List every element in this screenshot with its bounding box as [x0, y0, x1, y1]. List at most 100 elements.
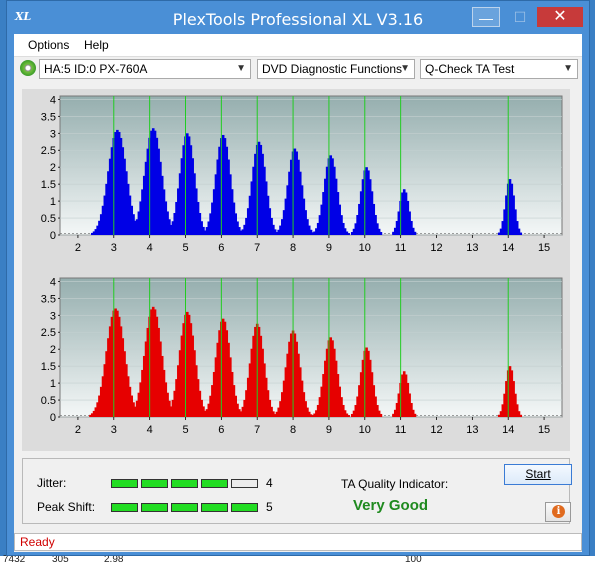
bar [236, 415, 239, 417]
bar [98, 395, 101, 417]
bar [218, 146, 221, 235]
bar [367, 170, 370, 235]
bar [207, 403, 211, 417]
lands-chart: 4 3.5 3 2.5 2 1.5 1 0.5 0 2 3 4 5 6 7 8 9 10 11 12 13 14 15 [22, 271, 570, 451]
bar [211, 385, 214, 417]
x-tick-label: 4 [147, 242, 153, 254]
disc-drive-icon [20, 60, 36, 76]
x-tick-label: 15 [538, 242, 550, 254]
menu-help[interactable]: Help [84, 38, 109, 52]
bar [94, 407, 98, 417]
x-tick-label: 5 [182, 242, 188, 254]
bar [293, 148, 297, 235]
x-tick-label: 12 [430, 424, 442, 436]
bar [345, 413, 349, 417]
close-button[interactable]: ✕ [537, 7, 583, 27]
bar [336, 374, 340, 417]
bar [334, 360, 338, 417]
info-icon: i [552, 505, 565, 518]
bar [282, 380, 286, 417]
bar [130, 395, 134, 417]
bar [155, 316, 159, 417]
function-select-value: DVD Diagnostic Functions [262, 62, 403, 76]
bar [497, 414, 501, 417]
bar [96, 402, 99, 417]
bar [311, 233, 315, 235]
start-button[interactable]: Start [504, 464, 572, 485]
bar [508, 179, 512, 235]
info-button[interactable]: i [545, 502, 571, 522]
pits-chart-svg: 4 3.5 3 2.5 2 1.5 1 0.5 0 2 3 4 5 6 7 8 9 10 11 12 13 14 15 [41, 94, 563, 254]
bar [359, 372, 363, 417]
x-tick-label: 2 [75, 242, 81, 254]
meter-segment [201, 503, 228, 512]
bar [180, 158, 184, 235]
bar [114, 308, 117, 417]
bar [300, 380, 304, 417]
bar [331, 340, 334, 417]
ta-quality-value: Very Good [353, 497, 429, 514]
bar [194, 188, 198, 235]
bar [503, 393, 506, 417]
bar [128, 414, 132, 417]
bar [203, 230, 207, 235]
bar [315, 228, 318, 235]
test-select-value: Q-Check TA Test [425, 62, 515, 76]
drive-select[interactable]: HA:5 ID:0 PX-760A ▼ [39, 59, 251, 79]
title-bar[interactable]: XL PlexTools Professional XL V3.16 — ☐ ✕ [7, 1, 589, 35]
function-select[interactable]: DVD Diagnostic Functions ▼ [257, 59, 415, 79]
bar [365, 347, 368, 417]
bar [297, 353, 300, 417]
bar [196, 201, 200, 235]
bar [128, 233, 132, 235]
bar [397, 393, 401, 417]
bar [205, 409, 209, 417]
bar [333, 166, 336, 235]
bar [277, 407, 281, 417]
bar [128, 386, 132, 417]
bar [341, 404, 345, 417]
bar [236, 403, 239, 417]
bar [157, 148, 160, 235]
bar [370, 372, 374, 417]
bar [284, 367, 288, 417]
bar [297, 159, 300, 235]
jitter-value: 4 [266, 476, 273, 490]
bar [200, 221, 203, 235]
bar [232, 385, 236, 417]
bar [356, 214, 359, 235]
bar [230, 189, 234, 235]
y-tick-label: 4 [50, 276, 56, 288]
bar [343, 410, 347, 417]
test-select[interactable]: Q-Check TA Test ▼ [420, 59, 578, 79]
bar [257, 141, 261, 235]
bar [132, 410, 135, 417]
bar [132, 214, 135, 235]
bar [503, 209, 506, 235]
bar [234, 213, 237, 235]
bar [216, 159, 220, 235]
y-tick-label: 0 [50, 230, 56, 242]
bar [395, 402, 399, 417]
bar [177, 365, 180, 417]
bar [313, 231, 316, 235]
bar [144, 341, 148, 417]
meter-segment [171, 479, 198, 488]
bar [99, 214, 103, 235]
bar [169, 406, 173, 417]
menu-options[interactable]: Options [28, 38, 70, 52]
bar [105, 183, 108, 235]
bar [216, 342, 220, 417]
bar [89, 414, 92, 417]
bar [406, 200, 410, 235]
maximize-button[interactable]: ☐ [513, 9, 527, 25]
bar [320, 386, 324, 417]
y-tick-label: 2 [50, 344, 56, 356]
bar [311, 415, 315, 417]
minimize-button[interactable]: — [472, 7, 500, 27]
bar [225, 330, 229, 417]
bar [134, 406, 137, 417]
bar [241, 406, 245, 417]
bar [223, 138, 227, 235]
